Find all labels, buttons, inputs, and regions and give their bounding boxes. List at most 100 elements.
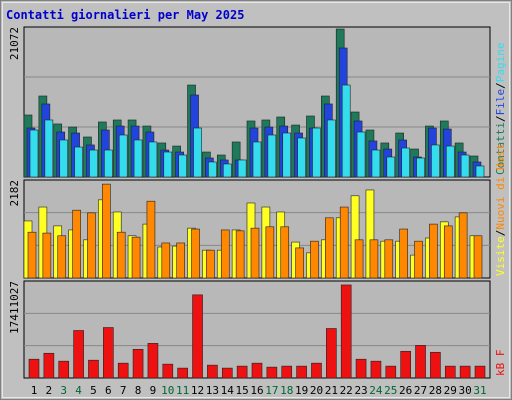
bar: [58, 360, 70, 379]
bar: [236, 365, 248, 379]
bar: [250, 227, 260, 279]
bar: [445, 145, 455, 178]
bar: [312, 127, 321, 178]
bar: [117, 362, 129, 379]
x-tick-label: 11: [176, 384, 189, 397]
legend-entry: Visite: [494, 236, 507, 276]
panel: [23, 280, 491, 379]
bar: [370, 360, 382, 379]
bar: [73, 330, 84, 379]
legend-separator: /: [494, 230, 507, 237]
legend: Contatti/File/Pagine: [494, 43, 507, 175]
bar: [399, 228, 408, 279]
x-tick-label: 14: [221, 384, 235, 397]
bar: [102, 183, 111, 279]
bar: [296, 365, 307, 379]
bar: [444, 365, 456, 379]
bar: [207, 364, 218, 379]
bar: [235, 230, 245, 279]
bar: [355, 358, 367, 379]
bar: [280, 226, 290, 279]
bar: [251, 362, 263, 379]
bar: [87, 212, 96, 279]
bar: [104, 149, 113, 178]
bar: [429, 223, 438, 279]
bar: [191, 228, 200, 279]
bar: [131, 236, 141, 279]
legend-entry: Contatti: [494, 122, 507, 175]
x-tick-label: 9: [150, 384, 157, 397]
bar: [29, 129, 39, 178]
x-tick-label: 1: [31, 384, 38, 397]
bar: [311, 362, 322, 379]
legend-entry: kB F: [494, 350, 507, 377]
bar: [220, 229, 230, 279]
bar: [326, 328, 337, 379]
legend-entry: Nuovi di Host: [494, 144, 507, 230]
bar: [266, 366, 278, 379]
x-tick-label: 24: [369, 384, 383, 397]
bar: [163, 151, 173, 178]
bar: [310, 240, 319, 279]
x-tick-label: 13: [206, 384, 219, 397]
bar: [340, 284, 352, 379]
bar: [415, 345, 426, 379]
bar: [57, 235, 67, 279]
bar: [118, 134, 128, 178]
bar: [475, 165, 485, 178]
bar: [297, 137, 306, 178]
bar: [44, 119, 54, 178]
bar: [371, 149, 381, 178]
bar: [178, 154, 187, 178]
legend-separator: /: [494, 115, 507, 122]
x-tick-label: 30: [459, 384, 472, 397]
bar: [430, 351, 441, 379]
x-tick-label: 15: [236, 384, 249, 397]
bar: [459, 365, 471, 379]
bar: [327, 119, 336, 178]
bar: [295, 247, 304, 279]
bar: [458, 212, 468, 279]
x-tick-label: 26: [399, 384, 412, 397]
bar: [221, 367, 233, 379]
bar: [474, 365, 486, 379]
bar: [400, 350, 411, 379]
bar: [42, 232, 52, 279]
bar: [265, 226, 275, 279]
bar: [89, 149, 98, 178]
y-axis-max-label: 17411027: [8, 281, 21, 334]
bar: [88, 359, 99, 379]
bar: [325, 217, 334, 279]
x-tick-label: 7: [120, 384, 127, 397]
x-tick-label: 2: [46, 384, 53, 397]
bar: [176, 242, 185, 279]
bar: [162, 363, 174, 379]
bar: [416, 157, 425, 178]
bar: [132, 348, 144, 379]
bar: [116, 231, 126, 279]
x-tick-label: 5: [90, 384, 97, 397]
bar: [193, 127, 202, 178]
bar: [133, 139, 143, 178]
bar: [43, 352, 55, 379]
bar: [177, 367, 188, 379]
bar: [369, 239, 379, 279]
x-tick-label: 29: [444, 384, 457, 397]
bar: [72, 209, 81, 279]
bar: [206, 249, 215, 279]
bar: [356, 131, 366, 178]
legend-entry: File: [494, 89, 507, 116]
bar: [282, 132, 292, 178]
chart-title: Contatti giornalieri per May 2025: [6, 8, 244, 22]
bar: [59, 139, 69, 178]
x-tick-label: 12: [191, 384, 204, 397]
y-axis-max-label: 2182: [8, 180, 21, 207]
x-tick-label: 10: [161, 384, 174, 397]
x-tick-label: 25: [384, 384, 397, 397]
bar: [414, 240, 423, 279]
x-tick-label: 21: [325, 384, 338, 397]
bar: [252, 141, 262, 178]
bar: [161, 242, 171, 279]
